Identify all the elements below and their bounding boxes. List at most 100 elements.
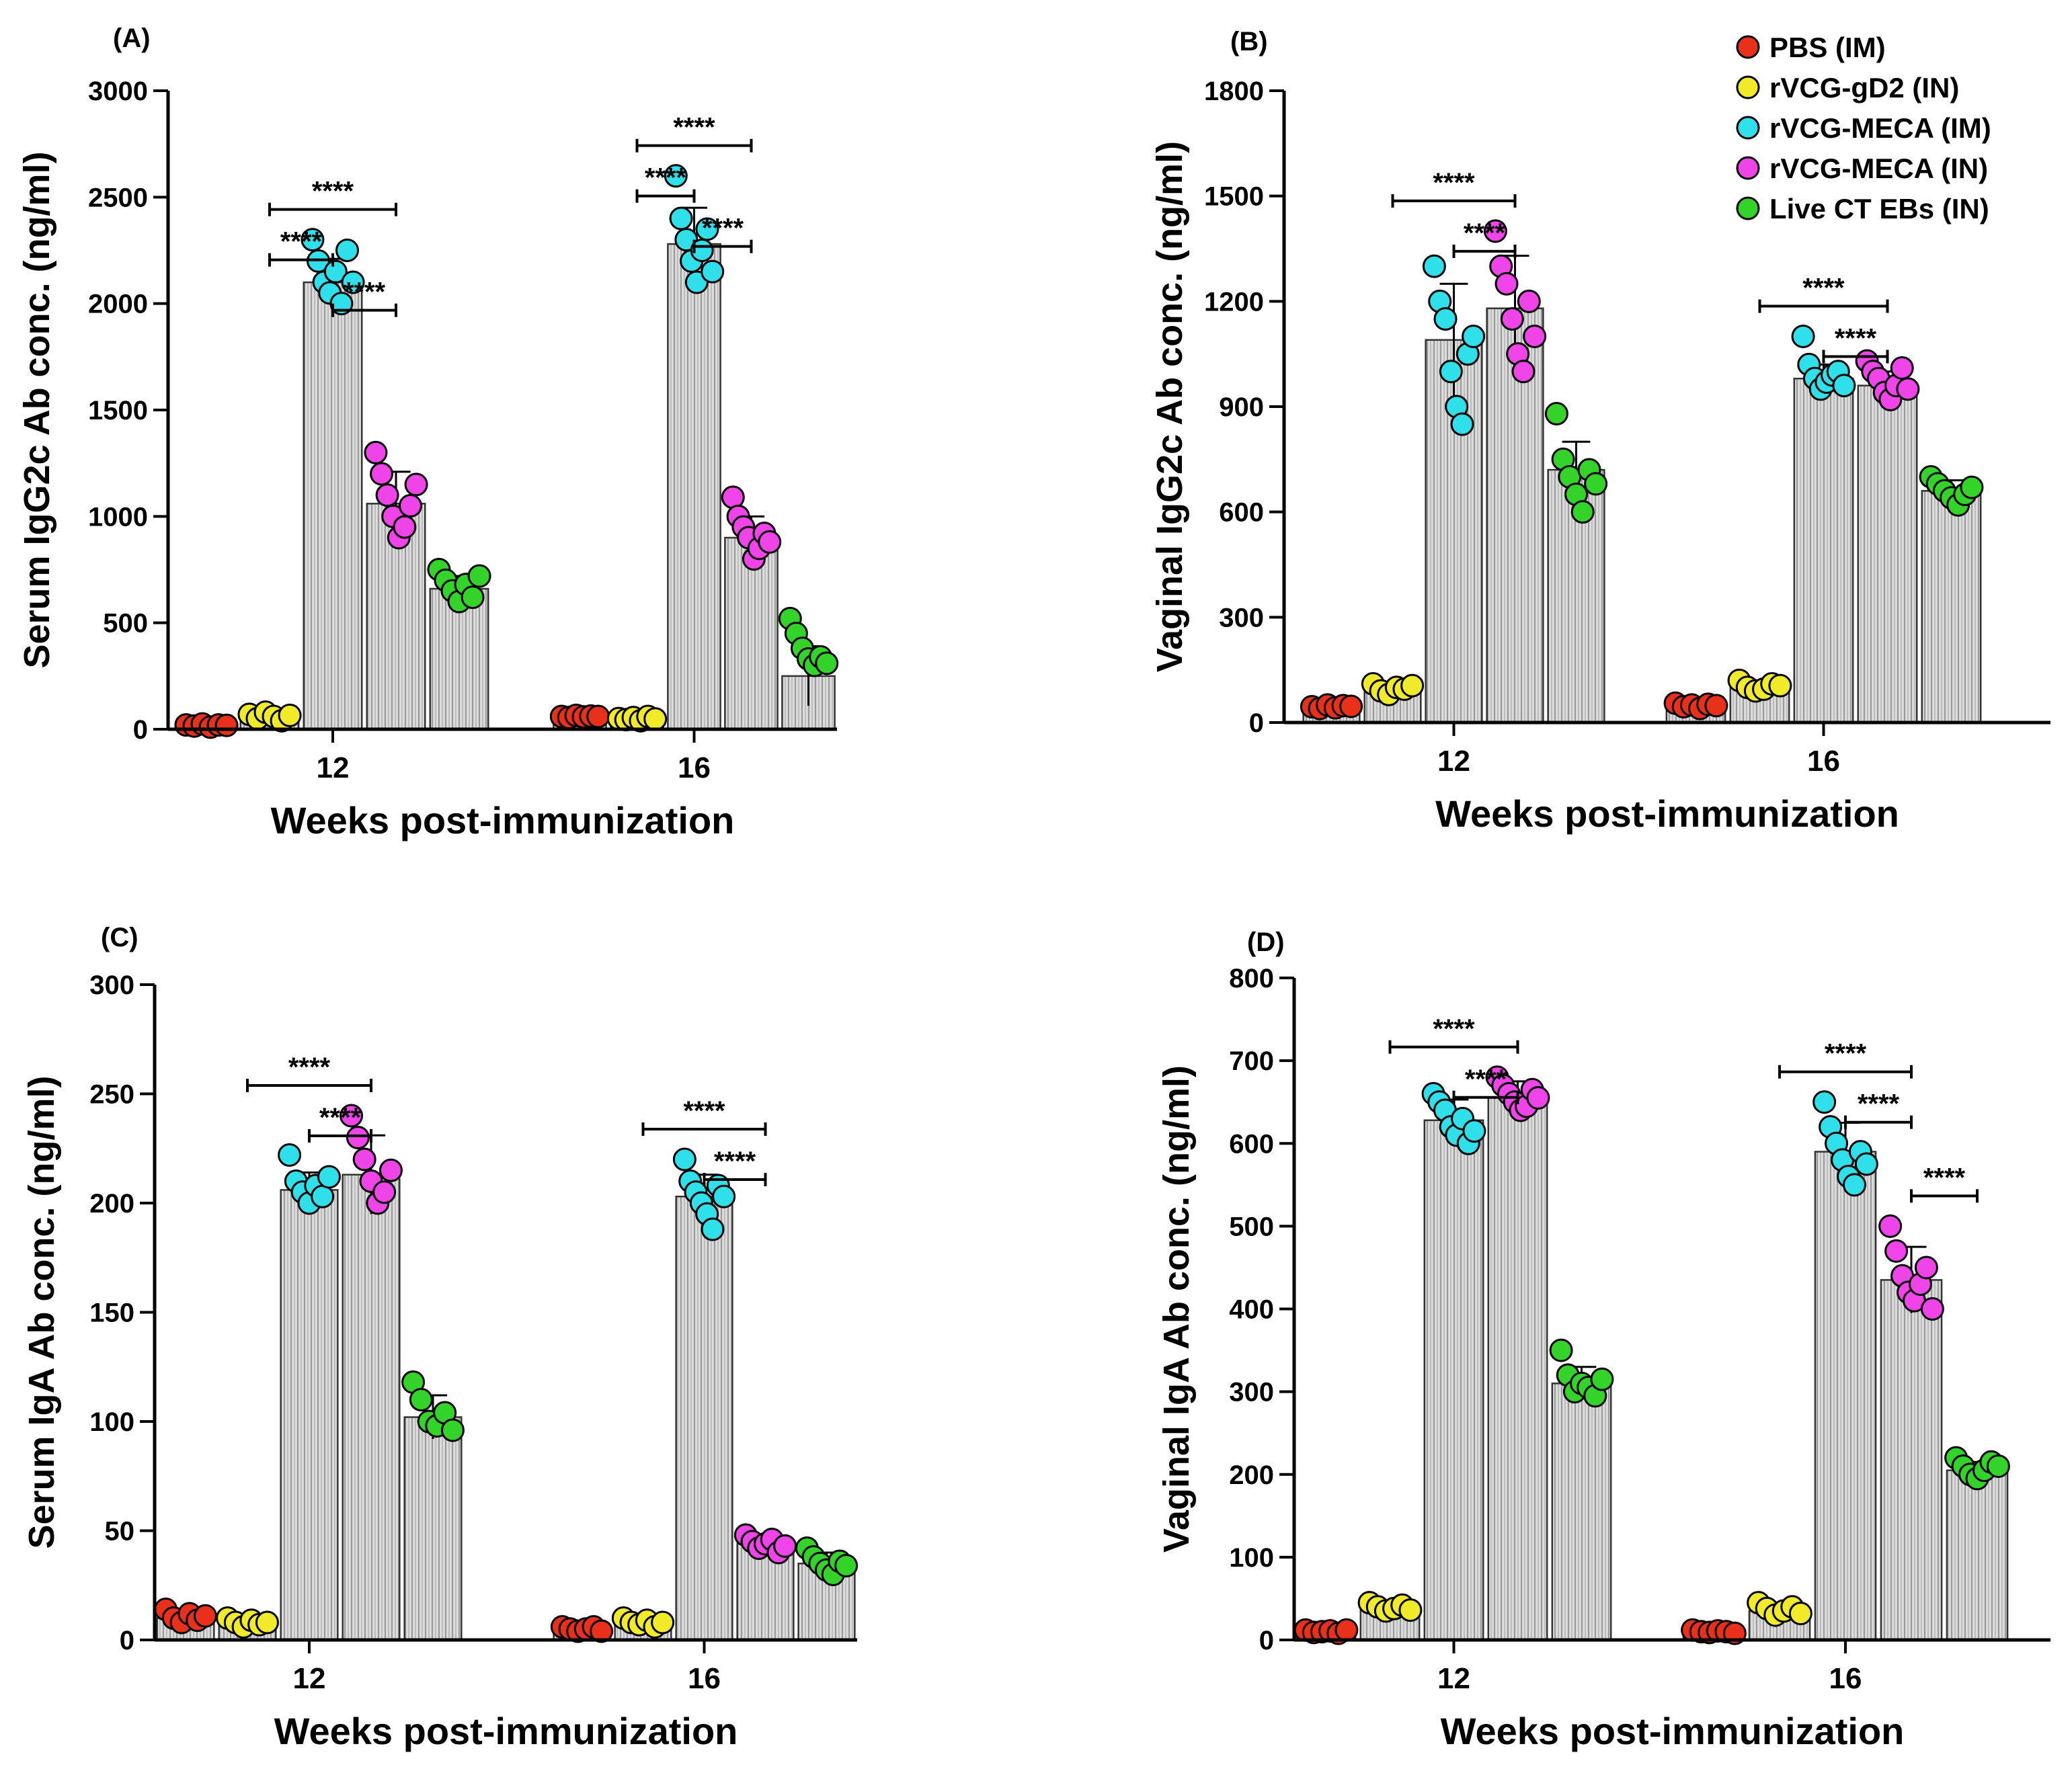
bar (1551, 1383, 1612, 1641)
significance-label: **** (702, 214, 744, 243)
data-point (341, 270, 365, 294)
bar (1946, 1469, 2009, 1641)
panel-label: (D) (1247, 928, 1285, 957)
data-point (1584, 472, 1608, 496)
data-point (651, 1610, 675, 1635)
y-tick-label: 50 (105, 1517, 135, 1547)
legend-label: PBS (IM) (1769, 32, 1886, 63)
y-tick-label: 500 (103, 609, 148, 639)
y-tick-label: 200 (89, 1189, 134, 1219)
data-point (370, 462, 394, 486)
significance-label: **** (1464, 218, 1506, 248)
significance-label: **** (1465, 1065, 1507, 1094)
y-axis-title: Vaginal IgG2c Ab conc. (ng/ml) (1150, 141, 1190, 672)
significance-bracket: **** (308, 1103, 372, 1143)
significance-label: **** (1858, 1089, 1900, 1119)
y-tick-label: 1200 (1204, 287, 1264, 317)
legend-marker (1736, 156, 1760, 180)
significance-bracket: **** (1452, 218, 1517, 258)
data-point (590, 1619, 614, 1643)
y-tick-label: 150 (89, 1299, 134, 1328)
data-point (1511, 360, 1536, 384)
y-tick-label: 600 (1229, 1129, 1274, 1159)
data-point (1462, 325, 1486, 349)
data-point (1523, 325, 1547, 349)
data-point (335, 239, 359, 262)
data-point (364, 440, 388, 464)
data-point (1334, 1618, 1359, 1642)
data-point (1920, 1297, 1944, 1321)
data-point (1549, 1338, 1573, 1362)
bar (280, 1189, 339, 1641)
significance-label: **** (714, 1147, 756, 1176)
significance-bracket: **** (331, 278, 397, 317)
data-point (1433, 306, 1458, 331)
significance-bracket: **** (268, 227, 334, 267)
x-axis-title: Weeks post-immunization (1441, 1710, 1905, 1752)
y-tick-label: 2500 (88, 183, 148, 212)
significance-bracket: **** (703, 1147, 767, 1186)
significance-bracket: **** (635, 163, 696, 203)
significance-bracket: **** (1910, 1163, 1979, 1203)
data-point (1788, 1602, 1812, 1626)
data-point (1462, 1119, 1486, 1143)
chart-panel-c: 0 50 100 150 200 250 300 12 16 Weeks post-immuniz… (22, 923, 859, 1752)
data-point (301, 228, 325, 252)
data-point (701, 1217, 725, 1241)
data-point (834, 1554, 859, 1577)
y-tick-label: 200 (1229, 1460, 1274, 1490)
data-point (669, 206, 693, 231)
y-tick-label: 300 (1219, 603, 1264, 632)
data-point (346, 1126, 370, 1149)
data-point (712, 1184, 736, 1208)
significance-label: **** (1923, 1163, 1966, 1192)
x-axis-title: Weeks post-immunization (271, 799, 735, 841)
data-point (1517, 289, 1541, 313)
data-point (664, 164, 688, 188)
data-point (440, 1418, 465, 1442)
data-point (1890, 356, 1914, 380)
significance-bracket: **** (1391, 168, 1517, 208)
y-tick-label: 1500 (88, 396, 148, 425)
data-point (586, 704, 610, 729)
chart-panel-a: 0 500 1000 1500 2000 2500 3000 12 16 Weeks post-i… (17, 24, 839, 841)
x-tick-label: 12 (317, 751, 350, 784)
data-point (323, 259, 348, 284)
y-tick-label: 400 (1229, 1295, 1274, 1325)
y-tick-label: 0 (1259, 1626, 1274, 1655)
legend-item: rVCG-MECA (IM) (1736, 112, 1991, 144)
y-tick-label: 1000 (88, 502, 148, 532)
bar (342, 1173, 401, 1641)
data-point (695, 217, 719, 241)
significance-bracket: **** (1822, 324, 1889, 364)
bar (1814, 1151, 1877, 1641)
legend-marker (1736, 196, 1760, 220)
y-tick-label: 0 (1249, 708, 1264, 738)
chart-panel-b: 0 300 600 900 1200 1500 1800 12 16 Weeks post-imm… (1150, 27, 2050, 835)
significance-bracket: **** (641, 1096, 767, 1136)
y-tick-label: 700 (1229, 1046, 1274, 1076)
data-point (1398, 1598, 1423, 1622)
significance-bracket: **** (268, 177, 397, 216)
y-tick-label: 1500 (1204, 182, 1264, 212)
data-point (773, 1534, 797, 1558)
x-tick-label: 16 (1807, 745, 1840, 778)
bar (667, 243, 721, 731)
data-point (193, 1604, 217, 1628)
data-point (1914, 1255, 1938, 1280)
y-tick-label: 600 (1219, 498, 1264, 528)
x-tick-label: 12 (1437, 745, 1470, 778)
data-point (1450, 412, 1474, 436)
data-point (643, 707, 668, 731)
data-point (340, 1104, 364, 1128)
data-point (1896, 377, 1920, 401)
data-point (758, 530, 782, 554)
panel-label: (C) (101, 923, 138, 952)
bar (403, 1416, 463, 1641)
data-point (1483, 219, 1507, 243)
y-tick-label: 1800 (1204, 77, 1264, 106)
x-axis-title: Weeks post-immunization (1435, 792, 1899, 835)
bar (303, 281, 363, 731)
